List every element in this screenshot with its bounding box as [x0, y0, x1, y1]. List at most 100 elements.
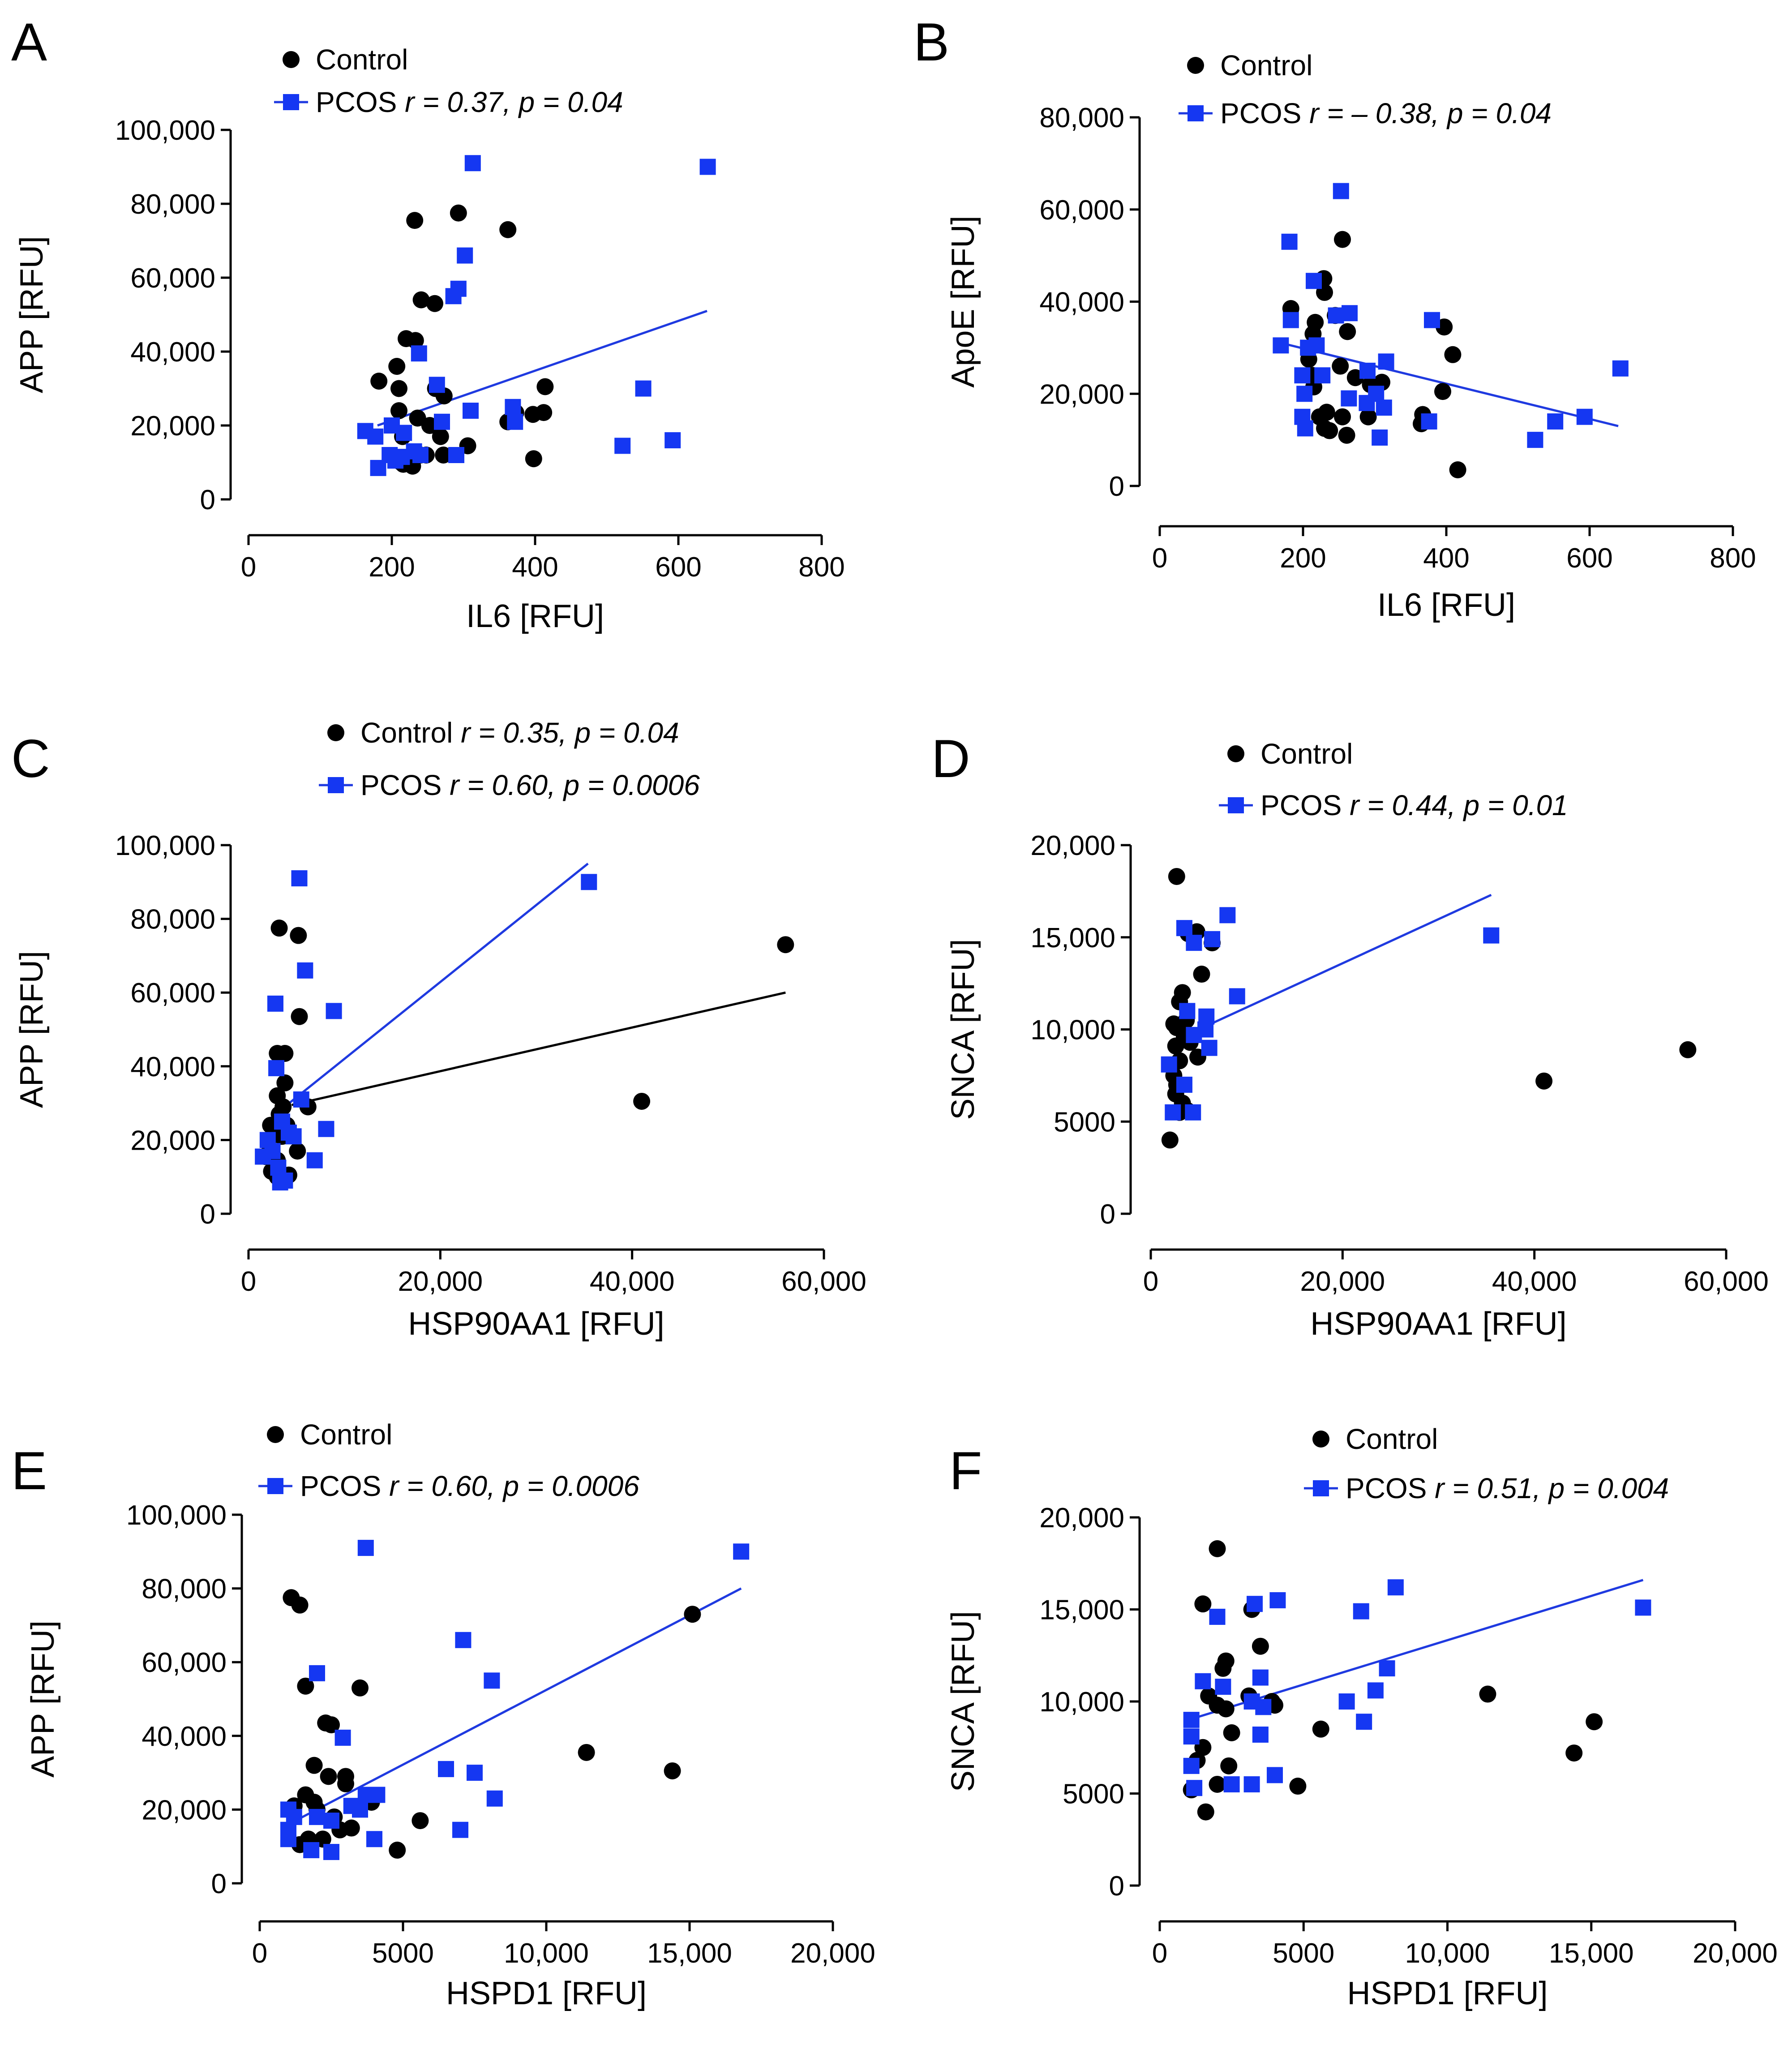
- control-point: [1434, 383, 1451, 400]
- y-tick-label: 10,000: [1030, 1015, 1115, 1046]
- pcos-point: [452, 1822, 468, 1838]
- x-tick-label: 10,000: [1405, 1938, 1490, 1969]
- y-tick-label: 60,000: [130, 978, 215, 1009]
- legend-control-label: Control: [1346, 1423, 1438, 1455]
- y-tick-label: 0: [1100, 1199, 1115, 1230]
- x-tick-label: 0: [241, 1266, 256, 1297]
- control-point: [1194, 1595, 1212, 1613]
- control-point: [536, 378, 554, 395]
- pcos-point: [1223, 1776, 1240, 1792]
- y-tick-label: 20,000: [130, 1125, 215, 1156]
- y-axis-label: APP [RFU]: [14, 951, 50, 1108]
- legend-control-label: Control: [1260, 738, 1353, 770]
- regression-line-pcos: [287, 1587, 742, 1826]
- legend: Control PCOS r = – 0.38, p = 0.04: [1179, 49, 1552, 129]
- control-point: [406, 212, 424, 229]
- control-point: [777, 936, 794, 954]
- control-point: [1339, 323, 1356, 340]
- pcos-point: [614, 438, 631, 454]
- control-point: [1359, 408, 1377, 425]
- pcos-point: [448, 447, 464, 463]
- y-tick-label: 0: [200, 485, 215, 516]
- control-point: [578, 1744, 595, 1761]
- pcos-point: [1379, 1660, 1395, 1677]
- control-point: [409, 409, 426, 427]
- control-point: [1168, 868, 1185, 885]
- panel-letter: E: [11, 1441, 47, 1501]
- pcos-point: [445, 288, 462, 305]
- y-tick-label: 5000: [1054, 1107, 1115, 1138]
- regression-line-pcos: [1281, 342, 1619, 427]
- pcos-point: [1186, 1780, 1203, 1796]
- pcos-point: [357, 1540, 374, 1556]
- pcos-point: [1273, 337, 1289, 354]
- pcos-point: [635, 380, 652, 397]
- x-axis-label: IL6 [RFU]: [1377, 587, 1515, 623]
- pcos-point: [1424, 312, 1440, 328]
- y-tick-label: 0: [211, 1869, 227, 1899]
- control-point: [407, 332, 424, 349]
- x-tick-label: 40,000: [1492, 1266, 1577, 1297]
- x-tick-label: 5000: [1273, 1938, 1334, 1969]
- pcos-point: [280, 1831, 296, 1847]
- legend: Control r = 0.35, p = 0.04 PCOS r = 0.60,…: [319, 717, 700, 801]
- pcos-point: [1297, 420, 1313, 437]
- pcos-point: [484, 1672, 500, 1689]
- pcos-point: [267, 995, 283, 1012]
- legend-control-label: Control: [300, 1418, 392, 1451]
- control-point: [1332, 357, 1349, 375]
- control-point: [1586, 1713, 1603, 1731]
- pcos-point: [1359, 362, 1376, 379]
- pcos-point: [259, 1132, 276, 1148]
- pcos-point: [438, 1761, 454, 1777]
- pcos-point: [1342, 305, 1358, 322]
- pcos-point: [1635, 1599, 1651, 1616]
- pcos-point: [1195, 1673, 1211, 1689]
- pcos-point: [297, 962, 313, 979]
- y-tick-label: 5000: [1063, 1779, 1124, 1810]
- pcos-point: [1527, 432, 1543, 448]
- pcos-point: [733, 1543, 750, 1560]
- pcos-point: [1281, 233, 1298, 250]
- pcos-point: [326, 1003, 342, 1019]
- y-tick-label: 15,000: [1030, 923, 1115, 954]
- y-tick-label: 20,000: [1030, 830, 1115, 861]
- control-point: [426, 295, 443, 312]
- regression-line-pcos: [377, 309, 707, 427]
- pcos-point: [1267, 1767, 1283, 1783]
- panel-letter: C: [11, 729, 50, 789]
- pcos-point: [1612, 360, 1629, 377]
- x-tick-label: 10,000: [504, 1938, 589, 1969]
- x-tick-label: 20,000: [790, 1938, 875, 1969]
- control-point: [290, 927, 307, 944]
- x-tick-label: 20,000: [1300, 1266, 1385, 1297]
- y-axis-label: APP [RFU]: [14, 236, 50, 393]
- panel-letter: F: [949, 1441, 982, 1501]
- control-point: [305, 1757, 323, 1774]
- pcos-point: [463, 403, 479, 419]
- pcos-point: [1243, 1776, 1260, 1792]
- control-point: [1318, 404, 1335, 421]
- control-point: [1217, 1700, 1235, 1718]
- pcos-point: [387, 452, 403, 469]
- control-point: [432, 428, 449, 445]
- legend-control-label: Control: [316, 43, 408, 76]
- y-tick-label: 80,000: [130, 904, 215, 935]
- legend-control-marker: [267, 1426, 284, 1443]
- pcos-point: [1294, 367, 1311, 384]
- control-point: [684, 1606, 701, 1623]
- pcos-point: [429, 377, 445, 393]
- panel-letter: D: [931, 729, 970, 789]
- legend: Control PCOS r = 0.44, p = 0.01: [1219, 738, 1568, 821]
- pcos-point: [268, 1060, 285, 1076]
- pcos-point: [367, 428, 384, 445]
- control-point: [323, 1716, 340, 1734]
- y-tick-label: 0: [200, 1199, 215, 1230]
- pcos-point: [1186, 935, 1202, 951]
- pcos-point: [318, 1121, 334, 1137]
- pcos-point: [272, 1174, 288, 1191]
- pcos-point: [1229, 988, 1245, 1005]
- x-tick-label: 0: [241, 552, 256, 583]
- legend-control-label: Control r = 0.35, p = 0.04: [360, 717, 679, 749]
